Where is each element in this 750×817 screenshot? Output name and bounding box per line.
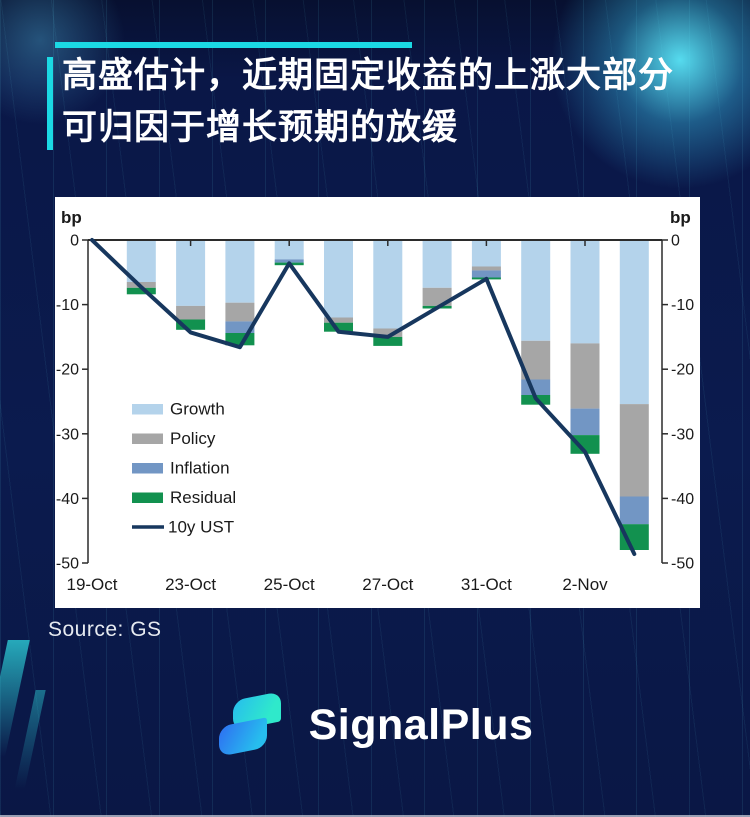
chart-panel: 19-Oct 23-Oct 25-Oct 27-Oct 31-Oct 2-Nov 0 0 -10…: [55, 197, 700, 608]
x-tick-label: 31-Oct: [461, 575, 512, 594]
bar-segment-policy: [471, 266, 501, 271]
page-title-line2: 可归因于增长预期的放缓: [62, 108, 459, 147]
bar-segment-inflation: [225, 321, 255, 333]
bar-segment-growth: [324, 240, 353, 318]
brand-footer: SignalPlus: [0, 691, 750, 757]
signalplus-wordmark: SignalPlus: [308, 700, 534, 749]
bar-segment-residual: [126, 287, 156, 295]
y-axis-unit-right: bp: [670, 208, 691, 227]
legend-label-growth: Growth: [170, 400, 225, 419]
bar-segment-growth: [521, 240, 551, 341]
legend-label-inflation: Inflation: [170, 459, 230, 478]
bar-segment-policy: [570, 343, 600, 409]
y-tick-label-right: -10: [671, 297, 694, 314]
legend-swatch-inflation: [132, 463, 163, 474]
bar-segment-residual: [570, 435, 600, 454]
y-tick-label-left: -30: [56, 426, 79, 443]
y-tick-label-right: -20: [671, 362, 694, 379]
bar-segment-policy: [176, 305, 206, 320]
bar-segment-residual: [373, 336, 403, 346]
x-tick-label: 23-Oct: [165, 575, 216, 594]
y-tick-label-right: -30: [671, 426, 694, 443]
y-tick-label-left: -50: [56, 556, 79, 573]
page-title-line1: 高盛估计，近期固定收益的上涨大部分: [62, 56, 675, 95]
signalplus-logo-icon: [217, 691, 293, 757]
bar-segment-inflation: [570, 408, 600, 436]
title-accent-sidebar: [47, 57, 53, 150]
y-tick-label-left: -10: [56, 297, 79, 314]
y-tick-label-right: 0: [671, 233, 680, 250]
legend-label-ust: 10y UST: [168, 518, 234, 537]
x-tick-label: 27-Oct: [362, 575, 413, 594]
legend-label-policy: Policy: [170, 429, 216, 448]
y-tick-label-right: -40: [671, 491, 694, 508]
y-tick-label-left: -40: [56, 491, 79, 508]
bar-segment-growth: [373, 240, 403, 329]
legend-swatch-policy: [132, 433, 163, 444]
x-tick-label: 19-Oct: [66, 575, 117, 594]
y-tick-label-left: 0: [70, 233, 79, 250]
logo-wave-bottom: [218, 717, 267, 757]
bottom-edge-line: [0, 815, 750, 817]
bar-segment-policy: [324, 317, 353, 323]
bar-segment-growth: [274, 240, 304, 260]
chart-svg: 19-Oct 23-Oct 25-Oct 27-Oct 31-Oct 2-Nov 0 0 -10…: [56, 208, 694, 594]
legend-swatch-residual: [132, 492, 163, 503]
bar-segment-residual: [324, 322, 353, 332]
x-tick-label: 2-Nov: [562, 575, 608, 594]
bar-segment-growth: [422, 240, 452, 288]
bar-segment-policy: [225, 302, 255, 322]
legend-swatch-growth: [132, 404, 163, 415]
bar-segment-policy: [373, 328, 403, 337]
bar-segment-growth: [126, 240, 156, 282]
y-tick-label-left: -20: [56, 362, 79, 379]
bar-segment-growth: [176, 240, 206, 306]
source-label: Source: GS: [48, 618, 162, 641]
y-tick-label-right: -50: [671, 556, 694, 573]
x-tick-label: 25-Oct: [264, 575, 315, 594]
bar-segment-growth: [619, 240, 649, 405]
ust-line: [90, 238, 637, 556]
bar-segment-residual: [176, 319, 206, 330]
legend-label-residual: Residual: [170, 488, 236, 507]
bar-segment-inflation: [274, 259, 304, 263]
bar-segment-inflation: [619, 496, 649, 525]
bar-segment-growth: [570, 240, 600, 344]
bar-segment-inflation: [471, 270, 501, 278]
bar-segment-inflation: [521, 379, 551, 395]
y-axis-unit-left: bp: [61, 208, 82, 227]
page-title: 高盛估计，近期固定收益的上涨大部分 可归因于增长预期的放缓: [62, 50, 722, 154]
bar-segment-policy: [619, 404, 649, 497]
bar-segment-growth: [225, 240, 255, 303]
title-accent-topbar: [55, 42, 412, 48]
